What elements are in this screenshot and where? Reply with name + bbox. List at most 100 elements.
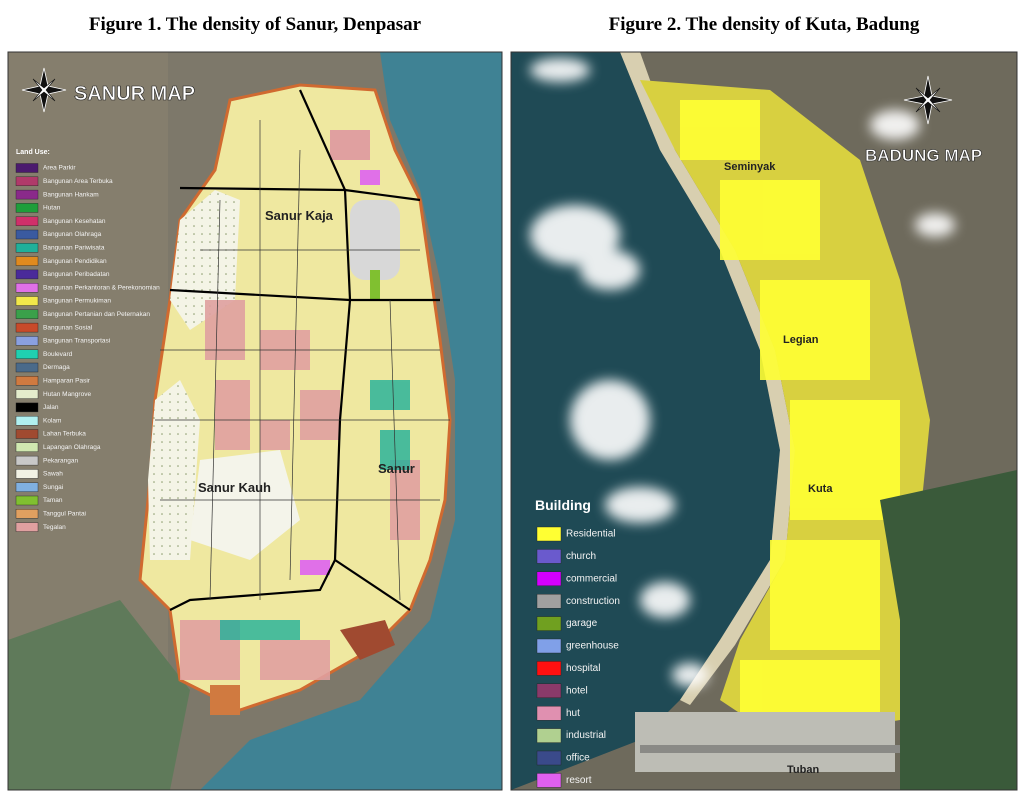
legend-swatch bbox=[15, 455, 39, 466]
legend-swatch bbox=[15, 176, 39, 187]
frame bbox=[7, 51, 503, 791]
legend-label: Taman bbox=[43, 497, 63, 504]
legend-label: office bbox=[566, 753, 590, 764]
legend-label: Bangunan Olahraga bbox=[43, 231, 102, 238]
legend-swatch bbox=[536, 728, 562, 743]
legend-swatch bbox=[536, 683, 562, 698]
legend-label: Tegalan bbox=[43, 524, 66, 531]
legend-swatch bbox=[15, 216, 39, 226]
legend-label: industrial bbox=[566, 730, 606, 741]
legend-label: Pekarangan bbox=[43, 457, 78, 464]
legend-swatch bbox=[536, 706, 562, 721]
legend-swatch bbox=[15, 495, 39, 506]
legend-swatch bbox=[15, 243, 39, 253]
legend-swatch bbox=[15, 429, 39, 439]
legend-label: Bangunan Permukiman bbox=[43, 298, 111, 305]
legend-title: Building bbox=[535, 497, 591, 513]
legend-label: Bangunan Pertanian dan Peternakan bbox=[43, 311, 150, 318]
legend-label: Bangunan Peribadatan bbox=[43, 271, 110, 278]
place-label: Tuban bbox=[787, 764, 819, 776]
legend-swatch bbox=[15, 469, 39, 479]
legend-label: greenhouse bbox=[566, 641, 619, 652]
legend-swatch bbox=[536, 549, 562, 564]
legend-swatch bbox=[15, 189, 39, 200]
legend-label: resort bbox=[566, 775, 592, 786]
legend-title: Land Use: bbox=[16, 149, 50, 156]
legend-label: Area Parkir bbox=[43, 165, 76, 172]
place-label: Seminyak bbox=[724, 161, 776, 173]
legend-swatch bbox=[536, 526, 562, 542]
legend-label: Bangunan Sosial bbox=[43, 324, 93, 331]
compass bbox=[21, 67, 67, 113]
legend-label: construction bbox=[566, 596, 620, 607]
legend-swatch bbox=[15, 509, 39, 519]
legend-label: Sawah bbox=[43, 471, 63, 478]
legend-label: Lapangan Olahraga bbox=[43, 444, 101, 451]
legend-label: Bangunan Pendidikan bbox=[43, 258, 107, 265]
legend-label: commercial bbox=[566, 573, 617, 584]
legend-label: Hamparan Pasir bbox=[43, 378, 91, 385]
legend-swatch bbox=[536, 750, 562, 766]
place-label: Sanur bbox=[378, 461, 415, 476]
legend-swatch bbox=[15, 283, 39, 293]
legend-swatch bbox=[15, 362, 39, 373]
legend-swatch bbox=[15, 336, 39, 346]
legend-swatch bbox=[15, 442, 39, 452]
place-label: Sanur Kaja bbox=[265, 208, 334, 223]
legend-swatch bbox=[15, 389, 39, 399]
legend-label: Bangunan Perkantoran & Perekonomian bbox=[43, 284, 160, 291]
legend-label: church bbox=[566, 551, 596, 562]
legend-label: Kolam bbox=[43, 417, 61, 424]
legend-label: Boulevard bbox=[43, 351, 73, 358]
legend-label: Tanggul Pantai bbox=[43, 511, 86, 518]
legend-swatch bbox=[536, 661, 562, 676]
legend-label: Hutan Mangrove bbox=[43, 391, 91, 398]
place-label: Legian bbox=[783, 334, 819, 346]
legend-swatch bbox=[15, 163, 39, 173]
legend-swatch bbox=[15, 416, 39, 426]
legend-swatch bbox=[15, 322, 39, 333]
legend-label: Jalan bbox=[43, 404, 59, 411]
legend-label: Bangunan Hankam bbox=[43, 191, 99, 198]
legend-label: Lahan Terbuka bbox=[43, 431, 86, 438]
legend-swatch bbox=[15, 269, 39, 280]
legend-label: garage bbox=[566, 618, 598, 629]
legend-swatch bbox=[15, 402, 39, 413]
legend-swatch bbox=[536, 616, 562, 631]
legend-swatch bbox=[15, 256, 39, 266]
figure-title: Figure 2. The density of Kuta, Badung bbox=[609, 14, 920, 35]
legend-swatch bbox=[15, 203, 39, 213]
legend-swatch bbox=[15, 349, 39, 359]
map-title: SANUR MAP bbox=[74, 83, 195, 105]
sanur-map: Sanur Kaja Sanur Sanur Kauh SANUR MAP La… bbox=[8, 52, 502, 790]
place-label: Kuta bbox=[808, 483, 833, 495]
legend-label: Bangunan Pariwisata bbox=[43, 245, 105, 252]
legend-swatch bbox=[536, 571, 562, 586]
place-label: Sanur Kauh bbox=[198, 480, 271, 495]
legend-swatch bbox=[15, 376, 39, 386]
legend: Area Parkir Bangunan Area Terbuka Bangunan… bbox=[15, 163, 160, 532]
legend-swatch bbox=[536, 773, 562, 788]
badung-map: Seminyak Legian Kuta Tuban BADUNG MAP Bu… bbox=[511, 52, 1017, 790]
legend-swatch bbox=[15, 296, 39, 306]
legend-swatch bbox=[536, 594, 562, 609]
map-title: BADUNG MAP bbox=[865, 146, 982, 165]
legend-swatch bbox=[536, 638, 562, 654]
legend-swatch bbox=[15, 309, 39, 319]
legend-label: hotel bbox=[566, 685, 588, 696]
legend-label: Bangunan Transportasi bbox=[43, 338, 110, 345]
legend-swatch bbox=[15, 482, 39, 492]
legend-label: Sungai bbox=[43, 484, 63, 491]
legend: Residential church commercial construction g… bbox=[536, 526, 620, 788]
legend-label: hospital bbox=[566, 663, 600, 674]
legend-label: Bangunan Area Terbuka bbox=[43, 178, 113, 185]
legend-label: hut bbox=[566, 708, 580, 719]
figure-title: Figure 1. The density of Sanur, Denpasar bbox=[89, 14, 422, 35]
frame bbox=[510, 51, 1018, 791]
legend-swatch bbox=[15, 522, 39, 532]
legend-label: Bangunan Kesehatan bbox=[43, 218, 106, 225]
legend-label: Hutan bbox=[43, 205, 61, 212]
legend-label: Residential bbox=[566, 529, 615, 540]
